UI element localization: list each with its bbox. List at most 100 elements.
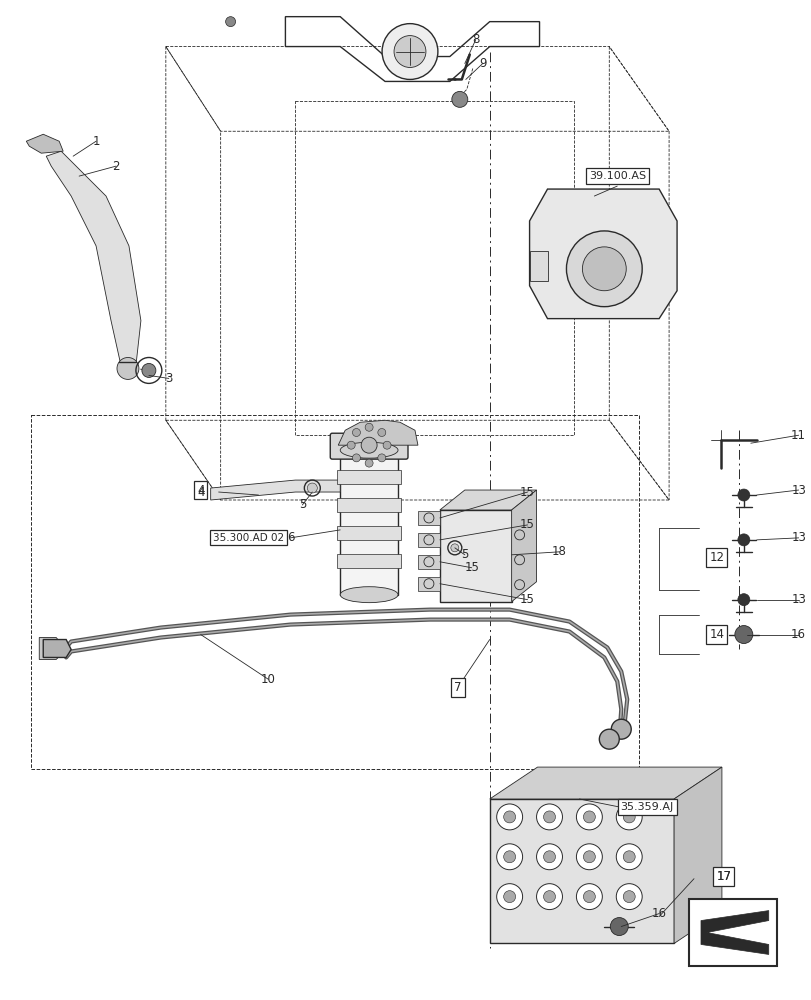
Circle shape [536,844,562,870]
Polygon shape [39,638,66,659]
Circle shape [623,891,634,903]
Polygon shape [700,911,768,954]
Text: 2: 2 [112,160,119,173]
Text: 13: 13 [790,531,805,544]
Polygon shape [529,251,547,281]
Circle shape [450,544,458,552]
Text: 39.100.AS: 39.100.AS [588,171,645,181]
Circle shape [576,844,602,870]
Text: 13: 13 [790,593,805,606]
Circle shape [543,851,555,863]
Text: 8: 8 [471,33,478,46]
Circle shape [737,534,749,546]
Circle shape [616,844,642,870]
Circle shape [566,231,642,307]
Text: 16: 16 [651,907,666,920]
Circle shape [737,489,749,501]
Circle shape [383,441,391,449]
Bar [337,470,401,484]
Bar [32,415,638,769]
Circle shape [361,437,376,453]
Bar [418,511,440,525]
Text: 12: 12 [709,551,723,564]
Text: 14: 14 [709,628,723,641]
Circle shape [576,884,602,910]
Circle shape [582,811,594,823]
Ellipse shape [340,587,397,603]
Circle shape [599,729,619,749]
Polygon shape [210,480,340,500]
Circle shape [616,884,642,910]
Bar [337,526,401,540]
Circle shape [536,884,562,910]
FancyBboxPatch shape [330,433,407,459]
Circle shape [737,594,749,606]
Polygon shape [338,420,418,445]
Circle shape [581,247,625,291]
Circle shape [503,851,515,863]
Circle shape [382,24,437,79]
Text: 10: 10 [260,673,276,686]
Text: 15: 15 [520,593,534,606]
Text: 5: 5 [461,548,468,561]
Circle shape [611,719,630,739]
Bar [340,450,397,595]
Text: 9: 9 [478,57,486,70]
Circle shape [623,811,634,823]
Text: 3: 3 [165,372,172,385]
Circle shape [352,429,360,436]
Text: 6: 6 [286,531,294,544]
Circle shape [536,804,562,830]
Polygon shape [673,767,721,943]
Circle shape [734,626,752,644]
Bar [440,510,511,602]
Text: 16: 16 [790,628,805,641]
Circle shape [543,891,555,903]
Text: 18: 18 [551,545,566,558]
Bar [337,498,401,512]
Text: 15: 15 [464,561,478,574]
Circle shape [576,804,602,830]
Circle shape [543,811,555,823]
Polygon shape [43,640,71,657]
Text: 13: 13 [790,484,805,497]
Text: 7: 7 [453,681,461,694]
Bar [418,555,440,569]
Bar [418,533,440,547]
Circle shape [225,17,235,27]
Circle shape [377,429,385,436]
Polygon shape [489,767,721,799]
Circle shape [616,804,642,830]
Polygon shape [46,151,141,365]
Circle shape [377,454,385,462]
Ellipse shape [340,442,397,458]
Circle shape [503,891,515,903]
Text: 17: 17 [715,870,731,883]
Circle shape [347,441,354,449]
Bar [489,799,673,943]
Text: 15: 15 [520,486,534,499]
Polygon shape [511,490,536,602]
Circle shape [365,459,372,467]
Text: 5: 5 [298,498,306,511]
Text: 15: 15 [520,518,534,531]
Circle shape [352,454,360,462]
Circle shape [496,884,522,910]
Circle shape [582,851,594,863]
Text: 11: 11 [790,429,805,442]
Circle shape [496,844,522,870]
Bar [418,577,440,591]
Text: 17: 17 [715,870,731,883]
Polygon shape [529,189,676,319]
Circle shape [623,851,634,863]
Circle shape [496,804,522,830]
Text: 35.300.AD 02: 35.300.AD 02 [212,533,284,543]
Text: 4: 4 [197,486,204,499]
Circle shape [142,363,156,377]
Circle shape [503,811,515,823]
Circle shape [393,36,426,67]
Polygon shape [26,134,63,153]
Circle shape [451,91,467,107]
Text: 35.359.AJ: 35.359.AJ [620,802,673,812]
Text: 4: 4 [197,484,204,497]
